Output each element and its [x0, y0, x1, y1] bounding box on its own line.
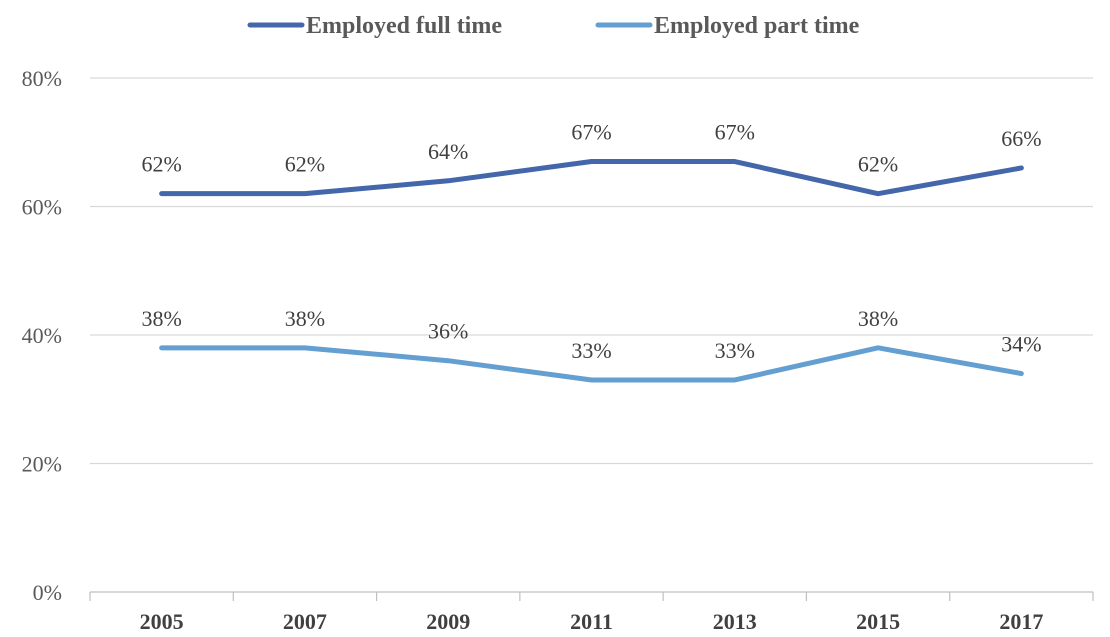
series-line-full-time	[159, 159, 1024, 197]
y-tick-label: 40%	[22, 323, 62, 348]
series-line-part-time	[159, 345, 1024, 383]
x-tick-label: 2013	[713, 609, 757, 634]
data-label: 62%	[285, 152, 325, 177]
data-label: 33%	[715, 338, 755, 363]
data-label: 38%	[141, 306, 181, 331]
data-label: 33%	[571, 338, 611, 363]
data-label: 62%	[858, 152, 898, 177]
legend-label: Employed part time	[654, 13, 860, 39]
data-label: 66%	[1001, 126, 1041, 151]
x-tick-label: 2017	[999, 609, 1043, 634]
x-tick-label: 2015	[856, 609, 900, 634]
data-label: 64%	[428, 139, 468, 164]
legend-item-full-time: Employed full time	[247, 13, 502, 39]
legend-item-part-time: Employed part time	[595, 13, 860, 39]
data-labels: 62% 62% 64% 67% 67% 62% 66% 38% 38% 36% 33% 33% 38% 3…	[141, 120, 1041, 363]
y-tick-label: 60%	[22, 195, 62, 220]
y-tick-label: 0%	[33, 580, 62, 605]
legend: Employed full time Employed part time	[247, 13, 860, 39]
x-tick-label: 2007	[283, 609, 327, 634]
x-tick-label: 2011	[570, 609, 613, 634]
y-tick-label: 20%	[22, 452, 62, 477]
data-label: 38%	[285, 306, 325, 331]
x-axis: 2005 2007 2009 2011 2013 2015 2017	[89, 591, 1094, 634]
x-tick-label: 2009	[426, 609, 470, 634]
legend-label: Employed full time	[306, 13, 502, 39]
data-label: 67%	[715, 120, 755, 145]
data-label: 36%	[428, 319, 468, 344]
data-label: 67%	[571, 120, 611, 145]
series-lines	[159, 159, 1024, 383]
data-label: 62%	[141, 152, 181, 177]
data-label: 34%	[1001, 332, 1041, 357]
y-tick-label: 80%	[22, 66, 62, 91]
x-tick-label: 2005	[140, 609, 184, 634]
gridlines	[90, 77, 1093, 465]
y-axis: 0% 20% 40% 60% 80%	[22, 66, 62, 605]
data-label: 38%	[858, 306, 898, 331]
